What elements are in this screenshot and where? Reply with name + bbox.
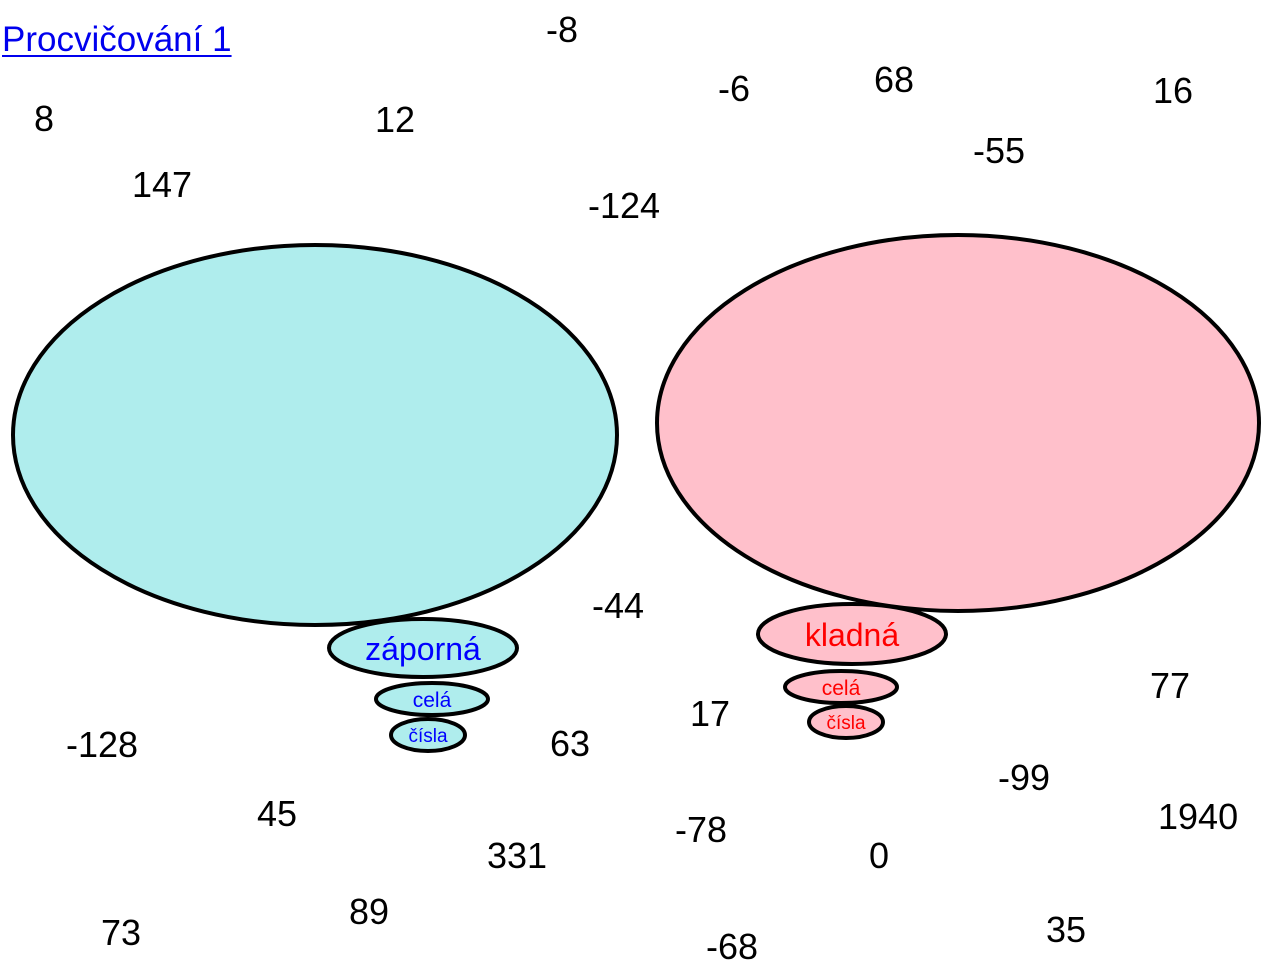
- number-token[interactable]: 35: [1046, 909, 1087, 950]
- positive-label-cisla: čísla: [826, 713, 866, 734]
- negative-label-bubble-3: [389, 717, 467, 753]
- number-token[interactable]: 8: [34, 98, 55, 139]
- positive-label-cela: celá: [822, 677, 861, 700]
- negative-label-cela: celá: [413, 689, 452, 712]
- number-token[interactable]: 12: [375, 99, 416, 140]
- number-token[interactable]: -68: [706, 926, 759, 967]
- positive-label-bubble-3: [807, 704, 885, 740]
- number-token[interactable]: 331: [487, 835, 548, 876]
- number-token[interactable]: -124: [588, 185, 661, 226]
- number-token[interactable]: 63: [550, 723, 591, 764]
- negative-label-cisla: čísla: [408, 726, 448, 747]
- number-token[interactable]: 0: [869, 835, 890, 876]
- number-token[interactable]: 147: [132, 164, 193, 205]
- number-token[interactable]: -55: [973, 130, 1026, 171]
- negative-label-bubble-1: [327, 617, 519, 679]
- number-token[interactable]: 89: [349, 891, 390, 932]
- number-token[interactable]: -6: [718, 68, 751, 109]
- positive-set-container[interactable]: [655, 233, 1261, 613]
- number-token[interactable]: -78: [675, 809, 728, 850]
- negative-label-bubble-2: [374, 681, 490, 717]
- number-token[interactable]: -99: [998, 757, 1051, 798]
- positive-label-kladna: kladná: [805, 617, 900, 653]
- negative-label-zaporna: záporná: [365, 631, 481, 667]
- page-title-link[interactable]: Procvičování 1: [2, 20, 232, 59]
- negative-set-container[interactable]: [11, 243, 619, 627]
- number-token[interactable]: -44: [592, 585, 645, 626]
- number-token[interactable]: 45: [257, 793, 298, 834]
- positive-label-bubble-2: [783, 669, 899, 705]
- positive-label-bubble-1: [756, 602, 948, 666]
- number-token[interactable]: -128: [66, 724, 139, 765]
- number-token[interactable]: 68: [874, 59, 915, 100]
- negative-integers-set[interactable]: záporná celá čísla: [11, 243, 619, 753]
- number-token[interactable]: 1940: [1158, 796, 1239, 837]
- positive-integers-set[interactable]: kladná celá čísla: [655, 233, 1261, 740]
- number-token[interactable]: 73: [101, 912, 142, 953]
- number-token[interactable]: 16: [1153, 70, 1194, 111]
- number-token[interactable]: -8: [546, 9, 579, 50]
- number-token[interactable]: 77: [1150, 665, 1191, 706]
- number-token[interactable]: 17: [690, 693, 731, 734]
